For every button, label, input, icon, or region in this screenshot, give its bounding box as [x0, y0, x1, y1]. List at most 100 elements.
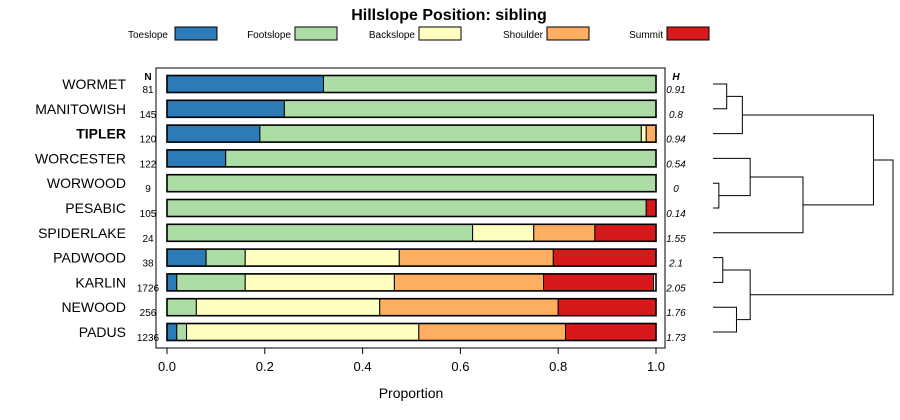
row-label: NEWOOD [61, 299, 126, 315]
bar-segment [166, 99, 285, 118]
bar-outline [166, 322, 657, 342]
bar-segment [176, 273, 246, 292]
n-value: 256 [140, 308, 157, 319]
legend-label: Backslope [369, 30, 416, 41]
bar-segment [244, 248, 400, 267]
bar-segment [557, 298, 657, 317]
legend-swatch [174, 26, 218, 41]
h-value: 2.05 [665, 283, 686, 294]
row-label: PESABIC [65, 200, 126, 216]
bar-segment [166, 149, 227, 168]
h-value: 0 [673, 184, 679, 195]
bar-segment [565, 323, 657, 341]
x-tick-label: 0.6 [451, 359, 469, 374]
bar-segment [472, 223, 535, 242]
h-value: 1.76 [666, 308, 686, 319]
row-label: PADUS [79, 324, 126, 340]
n-value: 9 [145, 184, 151, 195]
n-value: 81 [142, 85, 154, 96]
x-tick-label: 0.2 [256, 359, 274, 374]
h-value: 1.73 [666, 333, 686, 344]
bar-outline [166, 273, 657, 292]
bar-segment [552, 248, 657, 267]
legend-swatch [546, 26, 590, 41]
bar-segment [166, 298, 197, 317]
legend-label: Footslope [247, 30, 291, 41]
x-tick-label: 1.0 [647, 359, 665, 374]
bar-segment [594, 223, 657, 242]
n-value: 105 [140, 209, 157, 220]
n-value: 120 [140, 135, 157, 146]
dendrogram-branch [742, 114, 874, 206]
row-label: SPIDERLAKE [38, 225, 126, 241]
bar-segment [645, 199, 657, 217]
bar-segment [283, 99, 657, 118]
bar-segment [166, 223, 474, 242]
bar-segment [418, 323, 567, 341]
legend-swatch [418, 26, 462, 41]
n-value: 24 [142, 234, 154, 245]
bar-outline [166, 173, 657, 193]
row-label: TIPLER [76, 126, 126, 142]
bar-segment [645, 124, 657, 143]
row-label: KARLIN [75, 274, 126, 290]
dendrogram [713, 83, 894, 333]
x-tick-label: 0.0 [158, 359, 176, 374]
legend-swatch [666, 26, 710, 41]
dendrogram-branch [713, 306, 737, 333]
dendrogram-branch [750, 159, 894, 296]
chart-title: Hillslope Position: sibling [351, 7, 547, 24]
x-axis-label: Proportion [379, 385, 444, 401]
bar-segment [398, 248, 554, 267]
dendrogram-branch [713, 182, 720, 209]
dendrogram-branch [713, 257, 724, 283]
bar-segment [543, 273, 655, 292]
bar-segment [166, 248, 207, 267]
h-header: H [672, 72, 680, 83]
x-axis: 0.0 0.2 0.4 0.6 0.8 1.0 [158, 348, 665, 374]
row-label: PADWOOD [53, 250, 126, 266]
h-value: 0.8 [669, 110, 683, 121]
bar-outline [166, 198, 657, 218]
h-value: 0.91 [666, 85, 685, 96]
bar-segment [186, 323, 420, 341]
x-tick-label: 0.8 [549, 359, 567, 374]
row-label: MANITOWISH [35, 101, 126, 117]
bar-segment [244, 273, 395, 292]
bar-segment [166, 323, 178, 341]
h-value: 0.14 [666, 209, 686, 220]
bar-segment [225, 149, 657, 168]
bar-segment [379, 298, 559, 317]
plot-frame [155, 67, 666, 349]
bar-outline [166, 99, 657, 119]
bar-segment [176, 323, 188, 341]
bar-outline [166, 124, 657, 143]
bar-segment [393, 273, 545, 292]
bar-outline [166, 248, 657, 267]
bar-outline [166, 74, 657, 94]
bar-segment [322, 75, 657, 93]
n-value: 1236 [137, 333, 160, 344]
dendrogram-branch [713, 83, 728, 110]
h-value: 0.54 [666, 159, 686, 170]
dendrogram-branch [713, 95, 743, 135]
legend: Toeslope Footslope Backslope Shoulder Summit [128, 26, 710, 41]
n-header: N [144, 72, 151, 83]
bar-segment [259, 124, 642, 143]
row-label: WORWOOD [47, 175, 126, 191]
legend-label: Toeslope [128, 30, 168, 41]
bar-outline [166, 223, 657, 243]
bar-segment [640, 124, 647, 143]
bar-segment [195, 298, 381, 317]
bar-segment [533, 223, 596, 242]
bar-outline [166, 149, 657, 168]
row-label: WORCESTER [35, 150, 126, 166]
bar-segment [166, 124, 261, 143]
n-value: 145 [140, 110, 157, 121]
h-value: 0.94 [666, 135, 686, 146]
legend-label: Shoulder [503, 30, 544, 41]
h-value: 2.1 [668, 259, 683, 270]
dendrogram-branch [713, 176, 804, 234]
bar-segment [205, 248, 246, 267]
bar-outline [166, 297, 657, 317]
